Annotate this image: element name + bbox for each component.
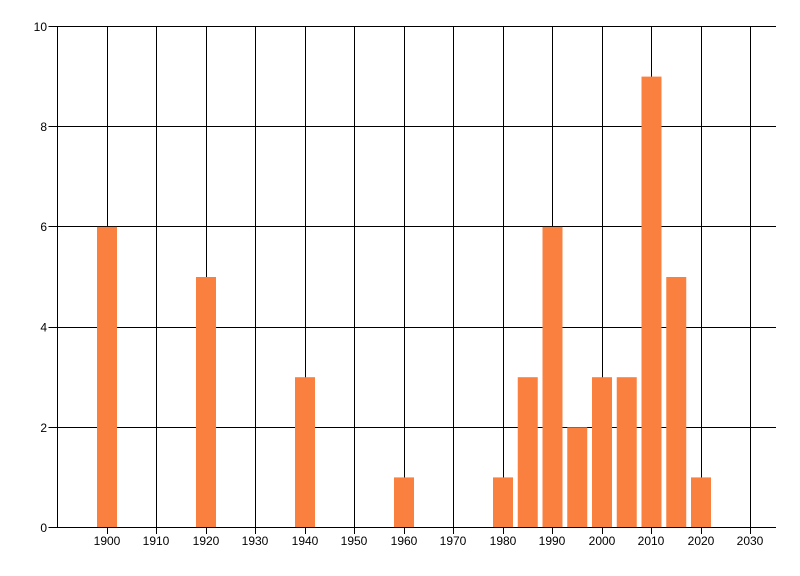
svg-text:1950: 1950 xyxy=(341,534,368,548)
svg-text:8: 8 xyxy=(40,120,47,134)
svg-text:1940: 1940 xyxy=(292,534,319,548)
svg-text:1930: 1930 xyxy=(242,534,269,548)
svg-text:4: 4 xyxy=(40,321,47,335)
svg-text:2000: 2000 xyxy=(589,534,616,548)
svg-text:1910: 1910 xyxy=(143,534,170,548)
svg-text:6: 6 xyxy=(40,220,47,234)
svg-text:10: 10 xyxy=(34,20,48,34)
svg-text:1970: 1970 xyxy=(440,534,467,548)
svg-text:1920: 1920 xyxy=(193,534,220,548)
svg-text:2: 2 xyxy=(40,421,47,435)
svg-text:2020: 2020 xyxy=(688,534,715,548)
svg-text:2030: 2030 xyxy=(737,534,764,548)
svg-text:1900: 1900 xyxy=(94,534,121,548)
svg-text:1960: 1960 xyxy=(391,534,418,548)
svg-text:0: 0 xyxy=(40,521,47,535)
svg-text:1980: 1980 xyxy=(490,534,517,548)
svg-text:1990: 1990 xyxy=(539,534,566,548)
svg-text:2010: 2010 xyxy=(638,534,665,548)
